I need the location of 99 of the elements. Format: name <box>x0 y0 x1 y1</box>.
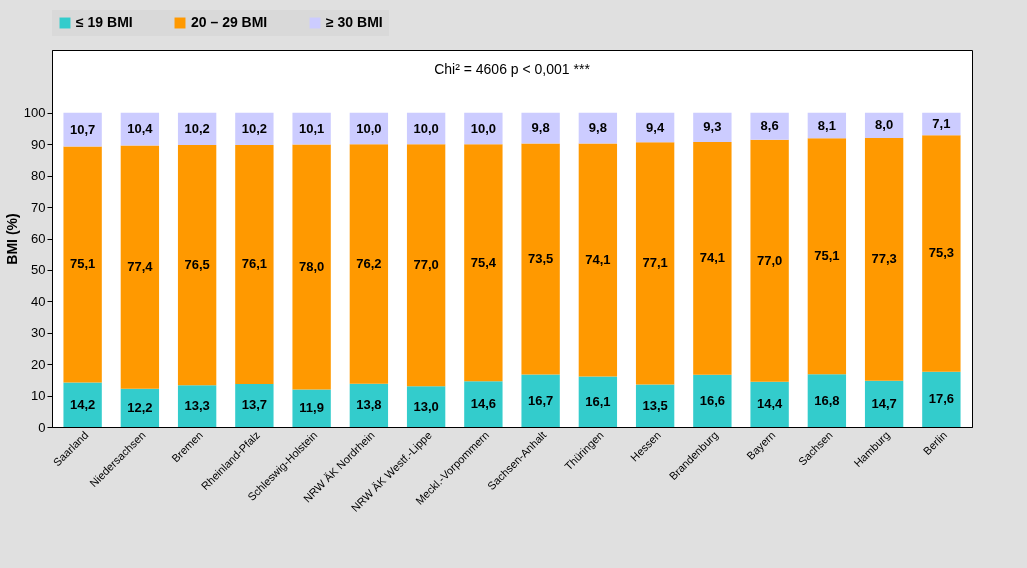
bar <box>578 376 618 427</box>
y-tick-label: 90 <box>31 136 46 152</box>
data-label: 17,6 <box>928 391 955 407</box>
data-label: 10,2 <box>184 120 210 136</box>
data-label: 14,2 <box>69 396 96 412</box>
data-label: 74,1 <box>585 252 611 268</box>
data-label: 16,7 <box>527 392 554 408</box>
data-label: 75,1 <box>814 248 840 264</box>
data-label: 16,8 <box>814 392 840 408</box>
y-axis-title: BMI (%) <box>3 213 20 265</box>
bar <box>292 144 331 390</box>
bar <box>292 389 331 427</box>
bar <box>807 138 847 375</box>
bar <box>63 382 102 427</box>
bar <box>578 143 618 377</box>
data-label: 14,6 <box>470 396 497 412</box>
data-label: 13,8 <box>356 397 382 413</box>
data-label: 13,7 <box>241 397 268 413</box>
data-label: 76,1 <box>241 256 268 272</box>
bar <box>693 374 732 427</box>
bar <box>521 112 560 144</box>
bar <box>521 374 560 427</box>
y-tick-label: 50 <box>31 262 46 278</box>
data-label: 10,7 <box>69 121 96 137</box>
data-label: 10,0 <box>470 120 497 136</box>
data-label: 77,4 <box>127 259 154 275</box>
y-tick-label: 10 <box>31 388 46 404</box>
bar <box>349 144 389 384</box>
bar <box>521 143 560 375</box>
data-label: 7,1 <box>932 115 951 131</box>
annotation: Chi² = 4606 p < 0,001 *** <box>434 61 591 77</box>
data-label: 10,1 <box>298 120 325 136</box>
bar <box>292 112 331 145</box>
y-tick-label: 40 <box>31 293 46 309</box>
data-label: 74,1 <box>699 250 726 266</box>
data-label: 77,3 <box>871 251 897 267</box>
data-label: 75,1 <box>69 256 96 272</box>
data-label: 9,4 <box>646 119 665 135</box>
bar <box>922 135 961 372</box>
bar <box>750 139 789 382</box>
bar <box>235 383 274 427</box>
data-label: 77,0 <box>413 257 439 273</box>
legend-label: ≥ 30 BMI <box>326 14 383 30</box>
data-label: 75,4 <box>470 254 497 270</box>
data-label: 75,3 <box>928 245 955 261</box>
data-label: 10,4 <box>127 121 154 137</box>
data-label: 10,2 <box>241 120 268 136</box>
bar <box>922 112 961 136</box>
data-label: 10,0 <box>413 120 439 136</box>
bar <box>177 144 217 386</box>
bar <box>464 144 503 382</box>
bar <box>807 374 847 427</box>
bar <box>864 137 904 381</box>
bar <box>750 112 789 140</box>
data-label: 9,3 <box>703 119 722 135</box>
bar <box>63 146 102 383</box>
bar <box>235 144 274 384</box>
data-label: 10,0 <box>356 120 382 136</box>
data-label: 14,4 <box>756 396 784 412</box>
legend-label: ≤ 19 BMI <box>76 14 133 30</box>
y-tick-label: 60 <box>31 231 46 246</box>
bar <box>922 371 961 427</box>
bar <box>120 145 160 389</box>
data-label: 12,2 <box>127 399 153 415</box>
bar <box>864 380 904 427</box>
data-label: 13,3 <box>184 398 210 414</box>
data-label: 14,7 <box>871 395 897 411</box>
data-label: 16,1 <box>585 393 611 409</box>
bar <box>406 144 446 387</box>
bar <box>406 386 446 427</box>
bar <box>464 381 503 427</box>
data-label: 11,9 <box>299 400 324 416</box>
data-label: 76,5 <box>184 257 210 273</box>
data-label: 8,1 <box>817 117 836 133</box>
data-label: 16,6 <box>699 392 726 408</box>
y-tick-label: 100 <box>23 105 46 121</box>
legend-label: 20 – 29 BMI <box>191 14 268 30</box>
bar <box>177 385 217 427</box>
data-label: 9,8 <box>531 120 550 136</box>
y-tick-label: 80 <box>31 168 46 184</box>
bar <box>750 381 789 427</box>
bar <box>635 142 675 385</box>
data-label: 8,6 <box>760 118 779 134</box>
bar <box>693 142 732 375</box>
y-tick-label: 70 <box>31 199 46 215</box>
data-label: 78,0 <box>298 259 325 275</box>
y-tick-label: 20 <box>31 356 46 372</box>
y-tick-label: 30 <box>31 325 46 341</box>
data-label: 77,0 <box>756 252 783 268</box>
data-label: 9,8 <box>588 120 607 136</box>
bar <box>693 112 732 143</box>
y-tick-label: 0 <box>38 419 46 435</box>
bar <box>63 112 102 147</box>
data-label: 77,1 <box>642 255 668 271</box>
data-label: 13,0 <box>413 398 439 414</box>
data-label: 13,5 <box>642 397 668 413</box>
data-label: 73,5 <box>527 251 554 267</box>
data-label: 8,0 <box>875 117 894 133</box>
data-label: 76,2 <box>356 255 382 271</box>
